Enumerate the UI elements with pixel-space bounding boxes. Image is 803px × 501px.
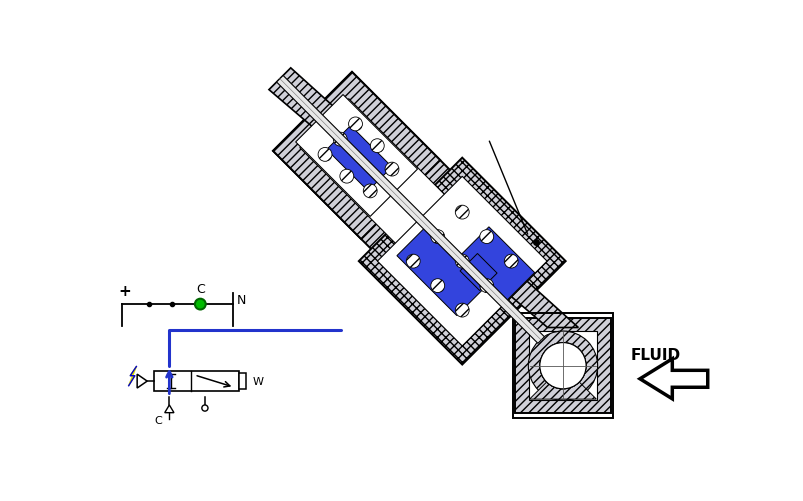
- Polygon shape: [377, 177, 546, 346]
- Circle shape: [479, 230, 493, 244]
- Polygon shape: [458, 227, 534, 304]
- Circle shape: [349, 118, 362, 132]
- Circle shape: [340, 170, 353, 184]
- Circle shape: [333, 133, 347, 147]
- Polygon shape: [273, 73, 548, 347]
- Circle shape: [318, 148, 332, 162]
- Circle shape: [363, 184, 377, 198]
- Bar: [512, 314, 613, 418]
- Polygon shape: [397, 223, 489, 316]
- Polygon shape: [639, 359, 707, 399]
- Polygon shape: [273, 73, 439, 239]
- Circle shape: [539, 343, 585, 389]
- Polygon shape: [137, 374, 147, 388]
- Circle shape: [539, 343, 585, 389]
- Circle shape: [528, 331, 597, 401]
- Circle shape: [430, 279, 444, 293]
- Bar: [528, 332, 597, 400]
- Circle shape: [454, 304, 469, 318]
- Circle shape: [370, 139, 384, 153]
- Circle shape: [454, 255, 469, 269]
- Polygon shape: [300, 100, 520, 321]
- Circle shape: [385, 163, 398, 177]
- Polygon shape: [276, 76, 544, 344]
- Text: +: +: [118, 284, 131, 298]
- Text: FLUID: FLUID: [630, 347, 679, 362]
- Circle shape: [406, 255, 420, 269]
- Text: C: C: [196, 282, 205, 295]
- Text: W: W: [252, 376, 263, 386]
- Circle shape: [503, 255, 517, 269]
- Polygon shape: [128, 367, 137, 386]
- Circle shape: [454, 206, 469, 219]
- Polygon shape: [529, 366, 596, 399]
- Circle shape: [202, 405, 208, 411]
- Circle shape: [539, 343, 585, 389]
- Polygon shape: [326, 126, 392, 191]
- Text: C: C: [154, 416, 161, 426]
- Circle shape: [430, 230, 444, 244]
- Bar: [515, 318, 610, 414]
- Bar: [238, 374, 247, 389]
- Text: N: N: [236, 294, 246, 307]
- Circle shape: [194, 299, 206, 310]
- Polygon shape: [165, 405, 173, 413]
- Circle shape: [479, 279, 493, 293]
- Polygon shape: [269, 69, 577, 328]
- Bar: [154, 371, 238, 391]
- Polygon shape: [296, 95, 417, 217]
- Polygon shape: [358, 158, 565, 365]
- Polygon shape: [459, 254, 496, 291]
